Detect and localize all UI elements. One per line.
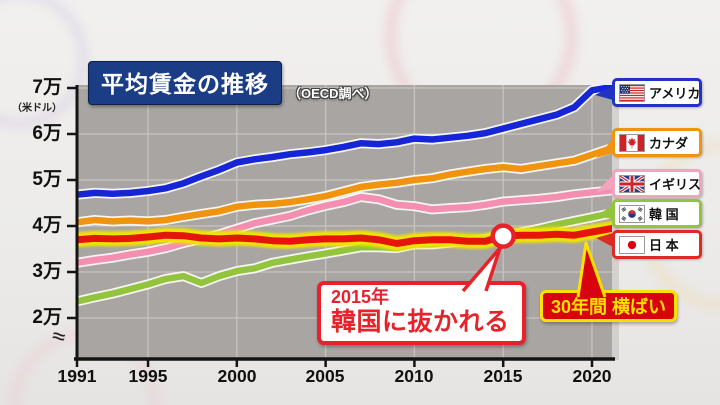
canada-flag-icon [619,133,645,152]
y-tick-label: 3万 [32,261,62,282]
y-axis-unit: （米ドル） [12,103,62,114]
y-tick-label: 2万 [32,307,62,328]
page-title: 平均賃金の推移 [88,61,282,105]
legend-item-uk: イギリス [612,169,702,198]
legend-label: 韓 国 [649,207,679,222]
legend-label: 日 本 [649,238,679,253]
y-tick-label: 6万 [32,123,62,144]
legend-item-canada: カナダ [612,128,702,157]
x-tick-label: 2000 [217,366,257,386]
us-flag-icon [619,83,645,102]
x-tick-label: 2020 [572,366,612,386]
legend-label: アメリカ [649,86,701,101]
legend-item-usa: アメリカ [612,78,702,107]
chart-header: 平均賃金の推移 （OECD調べ） [88,61,378,105]
japan-flag-icon [619,235,645,254]
legend-label: カナダ [649,136,689,151]
x-tick-label: 2015 [483,366,523,386]
source-note: （OECD調べ） [288,86,378,101]
legend-label: イギリス [649,177,702,192]
y-tick-label: 5万 [32,169,62,190]
x-tick-label: 1991 [57,366,97,386]
x-tick-label: 2010 [394,366,434,386]
annotation-overtaken-2015: 2015年 韓国に抜かれる [317,281,526,345]
legend-item-japan: 日 本 [612,230,702,259]
korea-flag-icon [619,204,645,223]
annotation-year: 2015年 [331,287,390,307]
y-tick-label: 7万 [32,77,62,98]
legend-item-korea: 韓 国 [612,199,702,228]
uk-flag-icon [619,174,645,193]
annotation-flat-30yrs: 30年間 横ばい [540,290,677,322]
x-tick-label: 2005 [305,366,345,386]
y-tick-label: 4万 [32,215,62,236]
annotation-text: 韓国に抜かれる [331,308,510,336]
x-tick-label: 1995 [128,366,168,386]
